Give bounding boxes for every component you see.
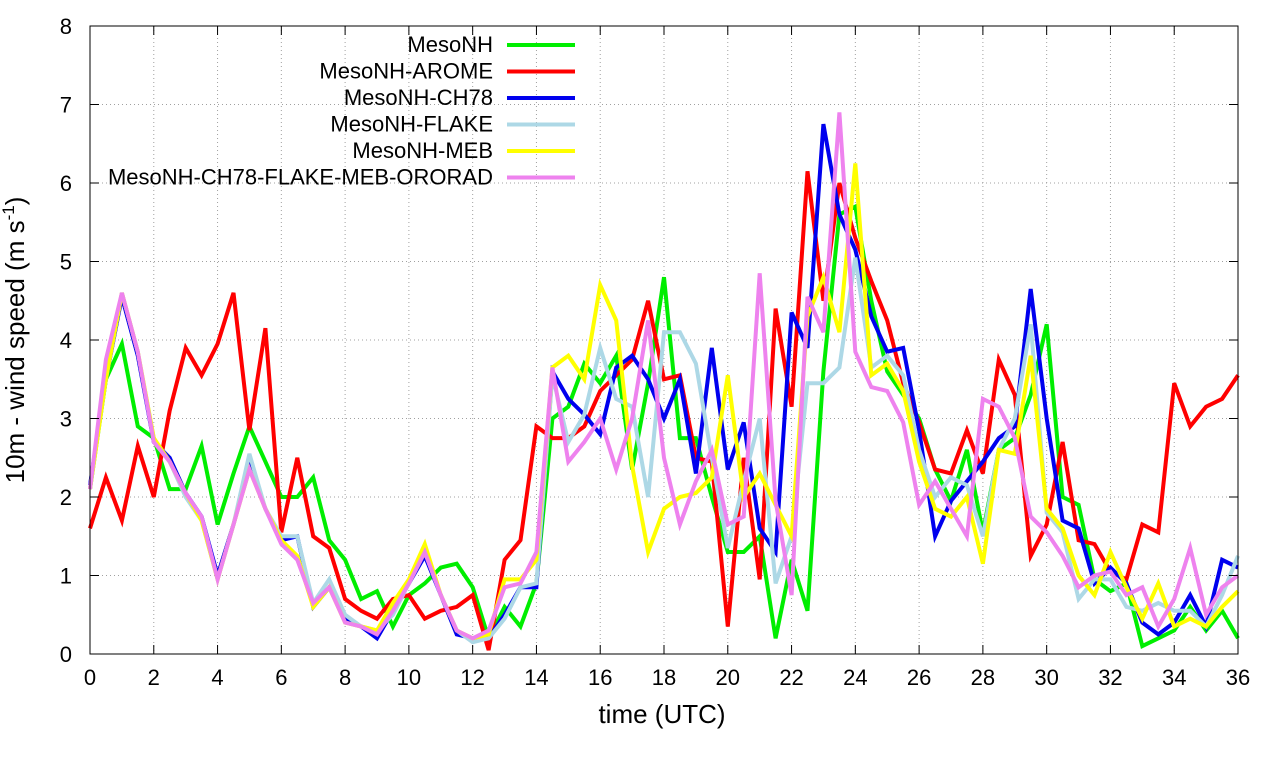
x-tick-label: 28 bbox=[971, 665, 995, 690]
x-tick-label: 8 bbox=[339, 665, 351, 690]
y-tick-label: 7 bbox=[60, 93, 72, 118]
x-tick-label: 26 bbox=[907, 665, 931, 690]
x-tick-label: 2 bbox=[148, 665, 160, 690]
axis-ticks: 0 2 4 6 8 10 12 14 16 18 20 22 24 26 28 30 32 34 360123456… bbox=[60, 14, 1250, 690]
series-line bbox=[88, 203, 1240, 649]
x-axis-title: time (UTC) bbox=[598, 699, 725, 729]
y-tick-label: 4 bbox=[60, 328, 72, 353]
x-tick-label: 6 bbox=[275, 665, 287, 690]
legend: MesoNHMesoNH-AROMEMesoNH-CH78MesoNH-FLAK… bbox=[108, 32, 575, 190]
x-tick-label: 4 bbox=[211, 665, 223, 690]
x-tick-label: 34 bbox=[1162, 665, 1186, 690]
y-tick-label: 5 bbox=[60, 250, 72, 275]
series-lines bbox=[88, 112, 1240, 651]
legend-label: MesoNH-MEB bbox=[352, 138, 493, 163]
x-tick-label: 22 bbox=[779, 665, 803, 690]
y-axis-title-superscript: -1 bbox=[0, 205, 18, 220]
x-tick-label: 32 bbox=[1098, 665, 1122, 690]
y-tick-label: 1 bbox=[60, 564, 72, 589]
x-tick-label: 16 bbox=[588, 665, 612, 690]
legend-label: MesoNH-CH78 bbox=[344, 85, 493, 110]
x-tick-label: 10 bbox=[397, 665, 421, 690]
legend-label: MesoNH-AROME bbox=[319, 59, 493, 84]
y-tick-label: 0 bbox=[60, 642, 72, 667]
x-tick-label: 12 bbox=[460, 665, 484, 690]
x-tick-label: 30 bbox=[1034, 665, 1058, 690]
legend-label: MesoNH bbox=[407, 32, 493, 57]
x-tick-label: 18 bbox=[652, 665, 676, 690]
legend-label: MesoNH-FLAKE bbox=[330, 112, 493, 137]
y-tick-label: 8 bbox=[60, 14, 72, 39]
x-tick-label: 14 bbox=[524, 665, 548, 690]
x-tick-label: 0 bbox=[84, 665, 96, 690]
y-tick-label: 3 bbox=[60, 407, 72, 432]
legend-label: MesoNH-CH78-FLAKE-MEB-ORORAD bbox=[108, 165, 493, 190]
x-tick-label: 24 bbox=[843, 665, 867, 690]
series-line bbox=[88, 112, 1240, 641]
x-tick-label: 36 bbox=[1226, 665, 1250, 690]
y-tick-label: 2 bbox=[60, 485, 72, 510]
series-line bbox=[88, 170, 1240, 651]
y-axis-title-close: ) bbox=[0, 197, 30, 206]
y-axis-title: 10m - wind speed (m s-1) bbox=[0, 197, 30, 484]
x-tick-label: 20 bbox=[716, 665, 740, 690]
y-tick-label: 6 bbox=[60, 171, 72, 196]
y-axis-title-main: 10m - wind speed (m s bbox=[0, 220, 30, 483]
